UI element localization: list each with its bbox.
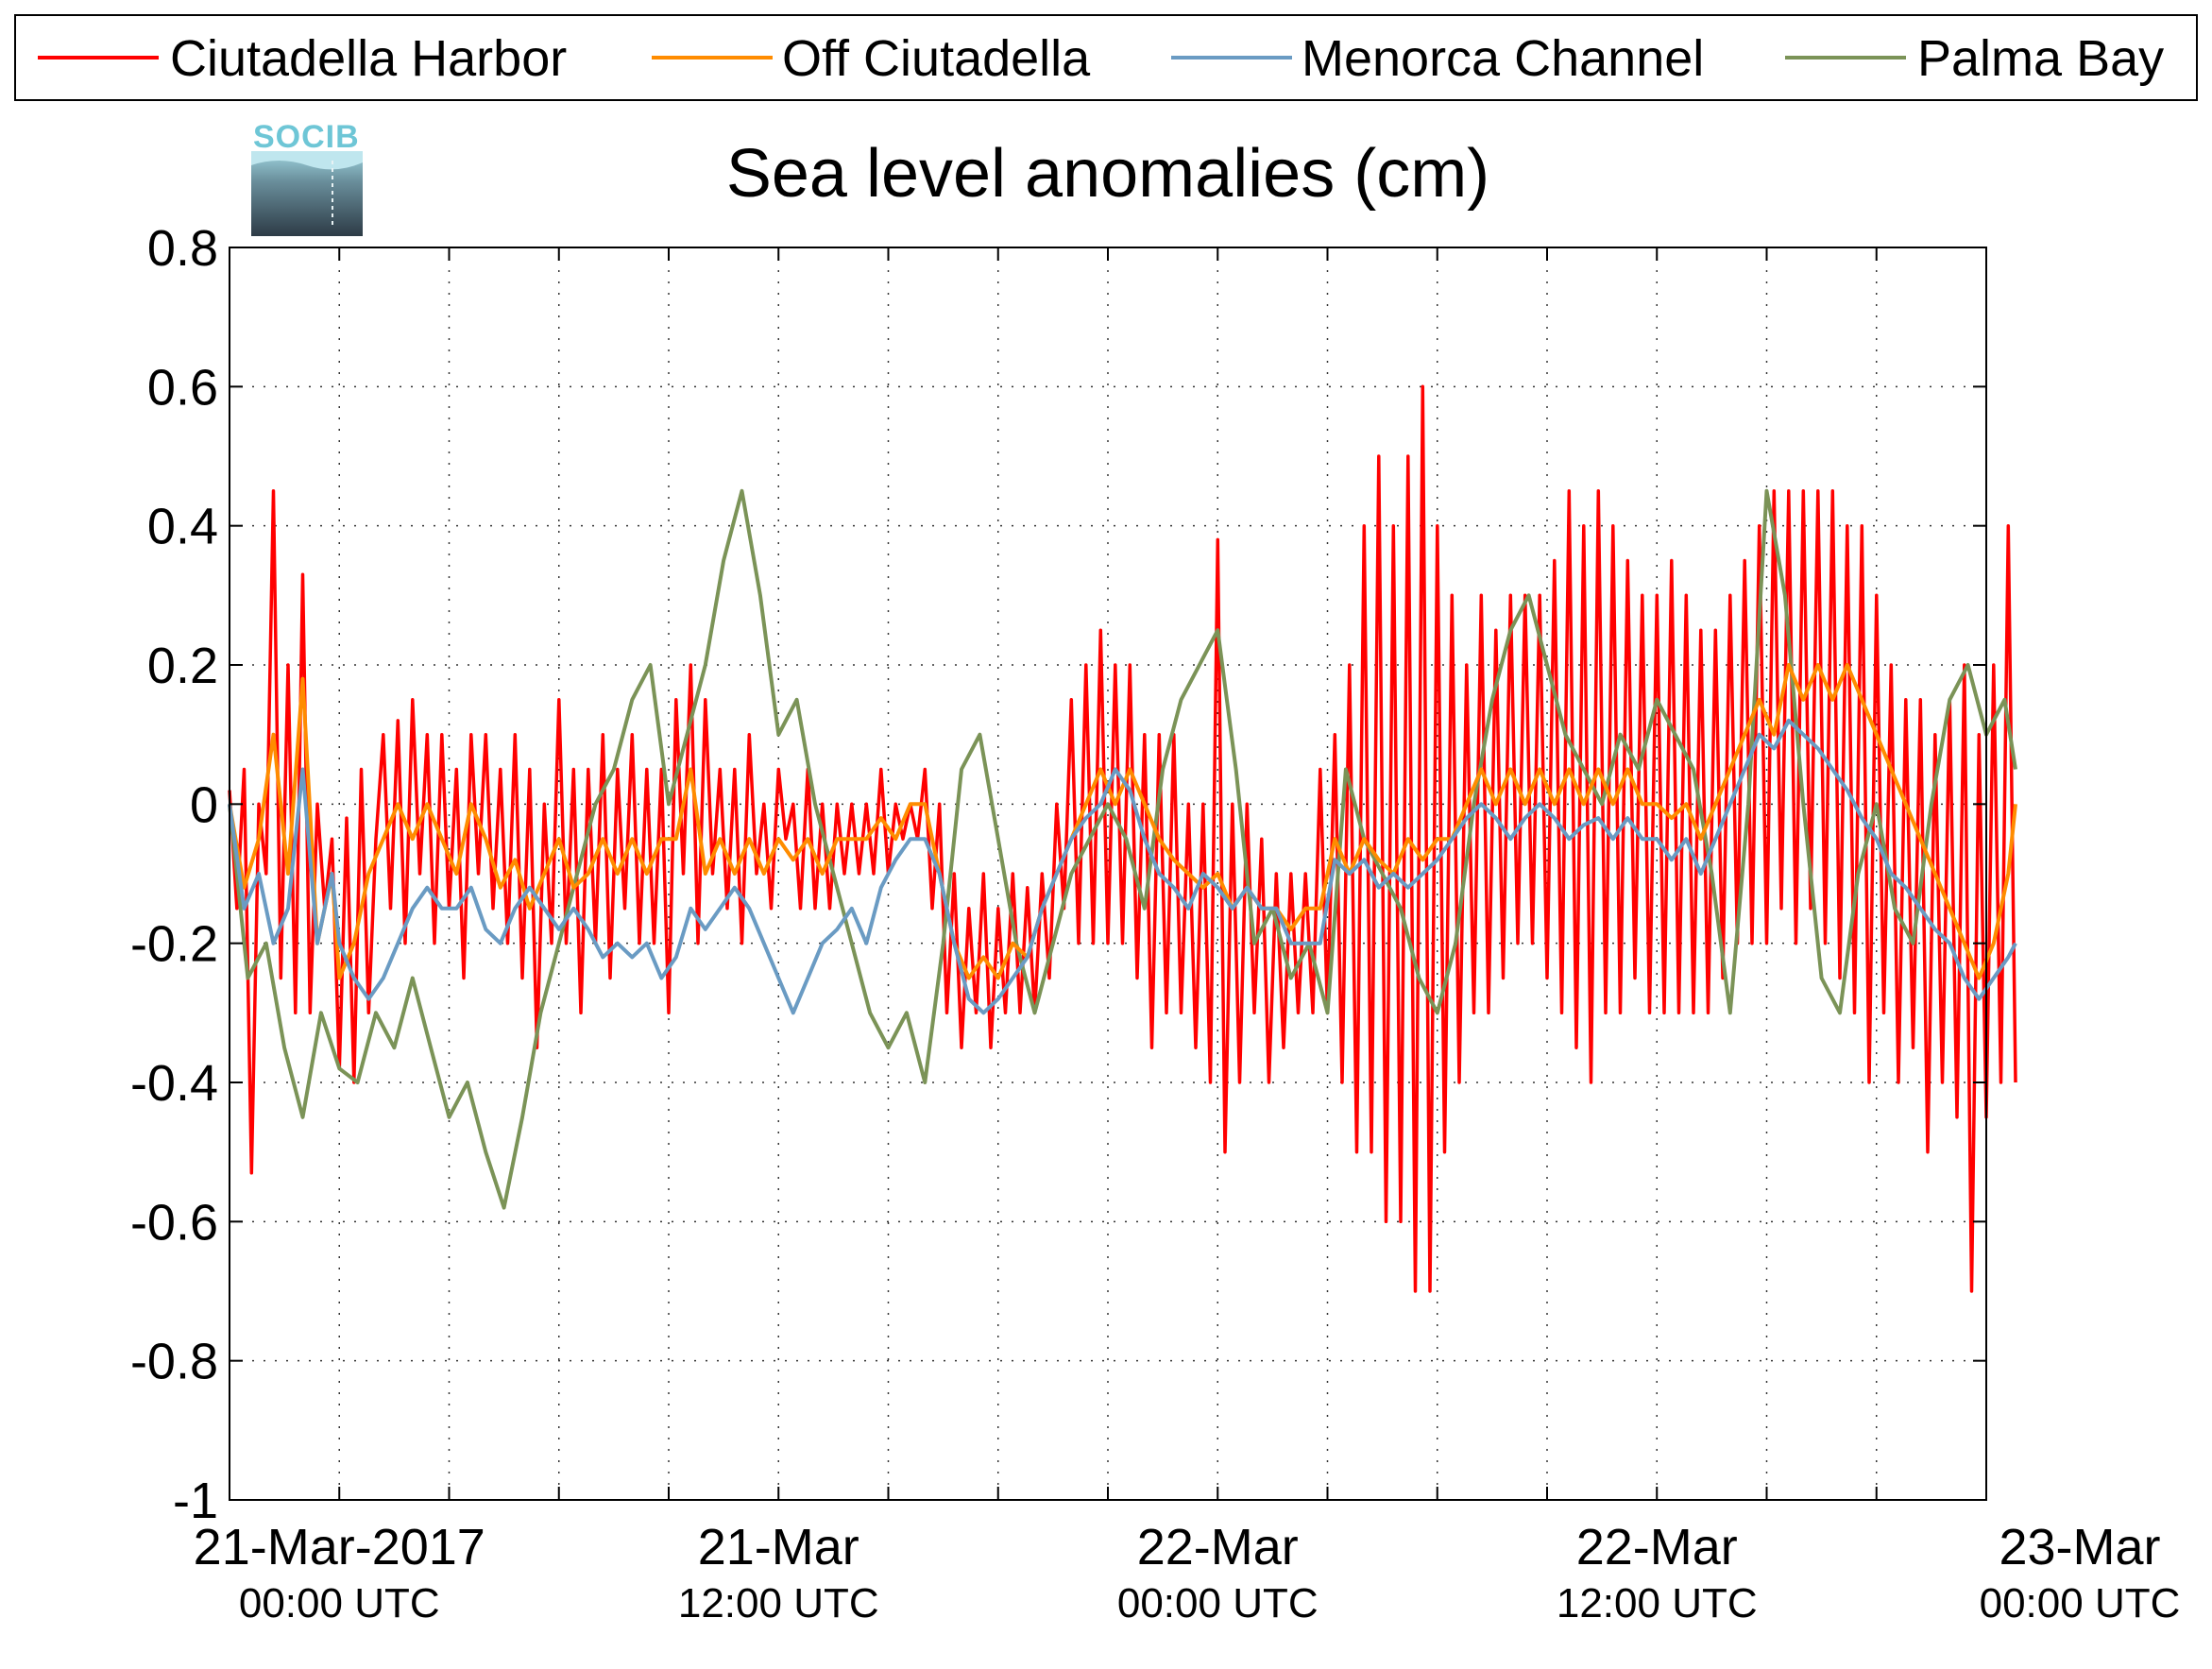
series-line-ciutadella-harbor	[228, 384, 2017, 1293]
y-axis: 0.8 0.6 0.4 0.2 0 -0.2 -0.4 -0.6 -0.8 -1	[130, 220, 1986, 1529]
legend-label-ciutadella-harbor: Ciutadella Harbor	[170, 30, 567, 87]
x-tick-label-date: 21-Mar-2017	[194, 1519, 485, 1575]
socib-logo: SOCIB	[251, 119, 363, 236]
series-line-palma-bay	[228, 488, 2017, 1210]
y-tick-label: 0.4	[147, 499, 218, 555]
x-tick-label-date: 21-Mar	[698, 1519, 859, 1575]
y-tick-label: 0.2	[147, 638, 218, 694]
series-line-menorca-channel	[228, 718, 2017, 1015]
legend-label-off-ciutadella: Off Ciutadella	[782, 30, 1091, 87]
grid	[230, 247, 1986, 1500]
x-tick-label-time: 00:00 UTC	[239, 1580, 440, 1626]
y-tick-label: 0.6	[147, 359, 218, 416]
y-tick-label: -0.4	[130, 1055, 218, 1112]
x-tick-label-time: 12:00 UTC	[1557, 1580, 1758, 1626]
y-tick-label: -1	[173, 1473, 218, 1529]
y-tick-label: -0.8	[130, 1334, 218, 1390]
x-tick-label-date: 22-Mar	[1576, 1519, 1738, 1575]
y-tick-label: -0.2	[130, 916, 218, 973]
chart-title: Sea level anomalies (cm)	[726, 136, 1489, 212]
x-tick-label-time: 12:00 UTC	[678, 1580, 879, 1626]
legend-label-palma-bay: Palma Bay	[1917, 30, 2164, 87]
x-tick-label-time: 00:00 UTC	[1980, 1580, 2181, 1626]
logo-text: SOCIB	[253, 119, 360, 155]
x-tick-label-time: 00:00 UTC	[1117, 1580, 1319, 1626]
legend-label-menorca-channel: Menorca Channel	[1302, 30, 1704, 87]
y-tick-label: -0.6	[130, 1194, 218, 1251]
legend: Ciutadella Harbor Off Ciutadella Menorca…	[14, 14, 2198, 101]
x-tick-label-date: 22-Mar	[1137, 1519, 1299, 1575]
series-line-off-ciutadella	[228, 663, 2017, 980]
series-layer	[228, 384, 2017, 1293]
plot-area: 0.8 0.6 0.4 0.2 0 -0.2 -0.4 -0.6 -0.8 -1 21-Mar-2…	[130, 220, 2180, 1626]
y-tick-label: 0.8	[147, 220, 218, 277]
x-axis: 21-Mar-2017 00:00 UTC 21-Mar 12:00 UTC 22-Ma…	[194, 247, 2181, 1626]
y-tick-label: 0	[190, 776, 218, 833]
x-tick-label-date: 23-Mar	[1999, 1519, 2160, 1575]
